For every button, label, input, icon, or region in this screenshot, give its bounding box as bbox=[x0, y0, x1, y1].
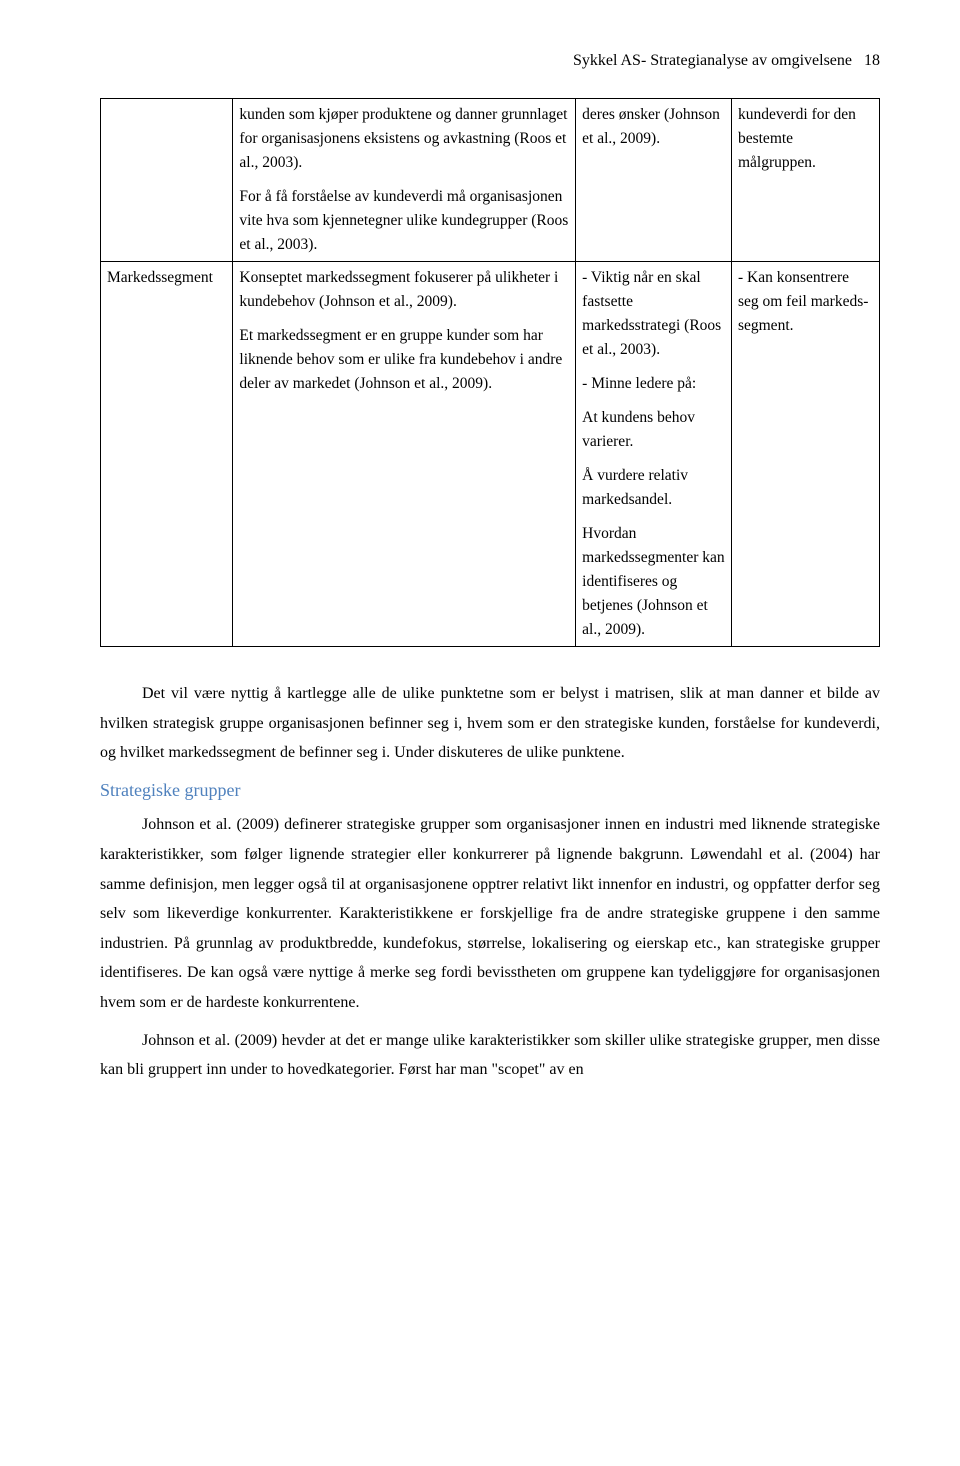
cell-row1-d: kundeverdi for den bestemte målgruppen. bbox=[731, 98, 879, 261]
section-heading-strategiske-grupper: Strategiske grupper bbox=[100, 776, 880, 805]
body-paragraph: Johnson et al. (2009) hevder at det er m… bbox=[100, 1026, 880, 1085]
cell-row2-c: - Viktig når en skal fastsette markedsst… bbox=[576, 261, 732, 646]
cell-paragraph: - Minne ledere på: bbox=[582, 372, 725, 396]
cell-row1-a bbox=[101, 98, 233, 261]
running-header: Sykkel AS- Strategianalyse av omgivelsen… bbox=[100, 48, 880, 74]
body-paragraph: Det vil være nyttig å kartlegge alle de … bbox=[100, 679, 880, 768]
body-paragraph: Johnson et al. (2009) definerer strategi… bbox=[100, 810, 880, 1017]
table-row: Markedssegment Konseptet markedssegment … bbox=[101, 261, 880, 646]
cell-row2-d: - Kan konsentrere seg om feil markeds-se… bbox=[731, 261, 879, 646]
cell-paragraph: Konseptet markedssegment fokuserer på ul… bbox=[239, 266, 569, 314]
cell-row1-b: kunden som kjøper produktene og danner g… bbox=[233, 98, 576, 261]
cell-paragraph: Å vurdere relativ markedsandel. bbox=[582, 464, 725, 512]
cell-row1-c: deres ønsker (Johnson et al., 2009). bbox=[576, 98, 732, 261]
cell-paragraph: Hvordan markedssegmenter kan identifiser… bbox=[582, 522, 725, 642]
cell-paragraph: - Viktig når en skal fastsette markedsst… bbox=[582, 266, 725, 362]
cell-row2-a: Markedssegment bbox=[101, 261, 233, 646]
page-number: 18 bbox=[864, 52, 880, 69]
cell-paragraph: Et markedssegment er en gruppe kunder so… bbox=[239, 324, 569, 396]
cell-paragraph: At kundens behov varierer. bbox=[582, 406, 725, 454]
analysis-table: kunden som kjøper produktene og danner g… bbox=[100, 98, 880, 647]
running-title: Sykkel AS- Strategianalyse av omgivelsen… bbox=[573, 52, 852, 69]
table-row: kunden som kjøper produktene og danner g… bbox=[101, 98, 880, 261]
cell-paragraph: For å få forståelse av kundeverdi må org… bbox=[239, 185, 569, 257]
cell-row2-b: Konseptet markedssegment fokuserer på ul… bbox=[233, 261, 576, 646]
cell-paragraph: kunden som kjøper produktene og danner g… bbox=[239, 103, 569, 175]
